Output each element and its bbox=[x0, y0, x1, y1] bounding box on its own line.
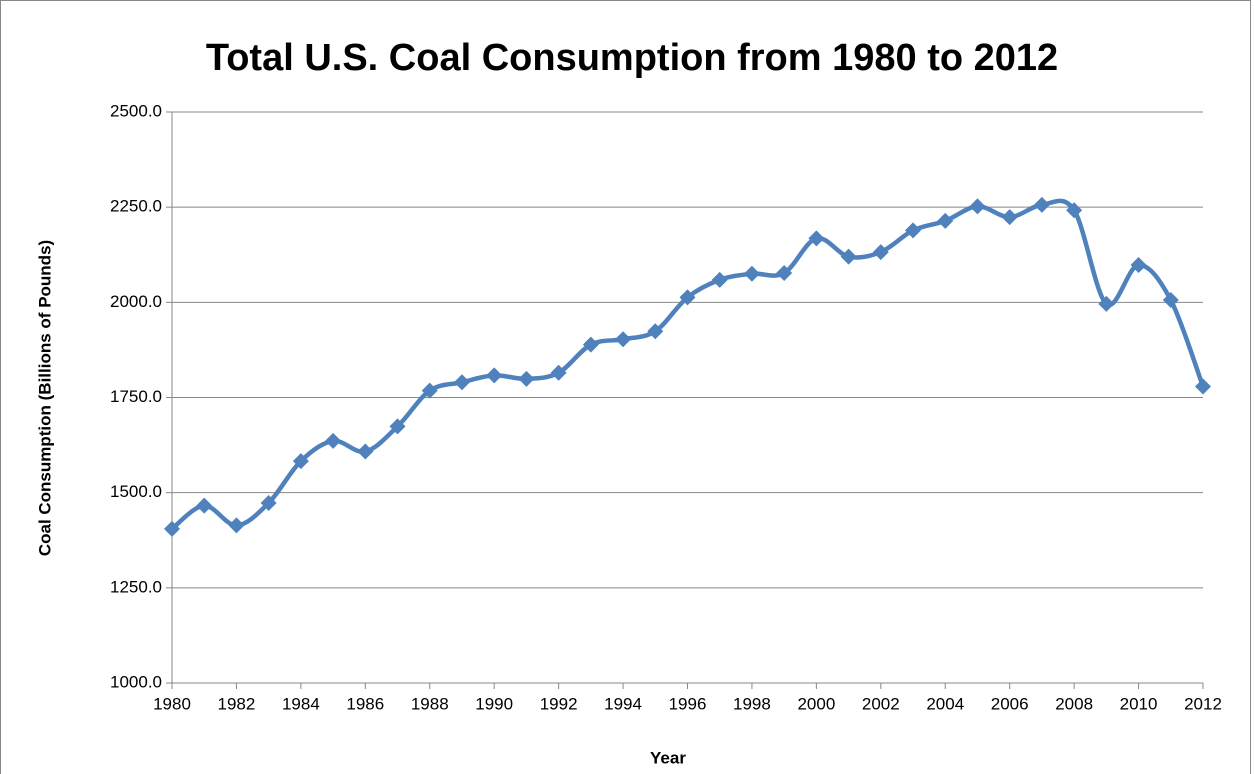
data-point bbox=[486, 367, 503, 384]
y-tick-label: 1250.0 bbox=[110, 577, 162, 596]
data-point bbox=[1195, 378, 1211, 395]
data-point bbox=[905, 222, 922, 239]
y-tick-label: 1500.0 bbox=[110, 482, 162, 501]
data-point bbox=[1033, 196, 1050, 213]
data-point bbox=[776, 265, 793, 282]
data-point bbox=[196, 497, 213, 514]
data-point bbox=[1130, 257, 1147, 274]
x-tick-label: 2006 bbox=[991, 694, 1029, 713]
x-tick-label: 1992 bbox=[540, 694, 578, 713]
x-tick-label: 1986 bbox=[346, 694, 384, 713]
x-tick-label: 1996 bbox=[669, 694, 707, 713]
data-point bbox=[1162, 292, 1179, 309]
data-point bbox=[808, 230, 825, 247]
data-point bbox=[1001, 209, 1018, 226]
x-tick-label: 1980 bbox=[153, 694, 191, 713]
data-point bbox=[1098, 295, 1115, 312]
x-tick-label: 2010 bbox=[1120, 694, 1158, 713]
x-tick-label: 1998 bbox=[733, 694, 771, 713]
data-point bbox=[292, 453, 309, 470]
data-point bbox=[357, 443, 374, 460]
data-point bbox=[711, 271, 728, 288]
y-axis-label: Coal Consumption (Billions of Pounds) bbox=[35, 240, 54, 556]
data-point bbox=[260, 494, 277, 511]
data-point bbox=[743, 265, 760, 282]
x-tick-label: 2008 bbox=[1055, 694, 1093, 713]
x-tick-label: 2002 bbox=[862, 694, 900, 713]
x-axis-label: Year bbox=[650, 748, 686, 767]
data-point bbox=[164, 520, 180, 537]
y-tick-label: 2500.0 bbox=[110, 101, 162, 120]
data-point bbox=[518, 370, 535, 387]
data-point bbox=[421, 382, 438, 399]
data-point bbox=[453, 374, 470, 391]
y-tick-label: 2000.0 bbox=[110, 292, 162, 311]
x-tick-label: 1988 bbox=[411, 694, 449, 713]
y-tick-label: 2250.0 bbox=[110, 197, 162, 216]
data-point bbox=[840, 248, 857, 265]
x-tick-label: 2004 bbox=[926, 694, 964, 713]
data-point bbox=[1066, 202, 1083, 219]
data-point bbox=[647, 323, 664, 340]
data-point bbox=[582, 336, 599, 353]
chart-title: Total U.S. Coal Consumption from 1980 to… bbox=[206, 37, 1058, 79]
y-tick-label: 1750.0 bbox=[110, 387, 162, 406]
x-tick-label: 1990 bbox=[475, 694, 513, 713]
data-point bbox=[228, 517, 245, 534]
data-point bbox=[969, 198, 986, 215]
x-tick-label: 1994 bbox=[604, 694, 642, 713]
data-point bbox=[325, 432, 342, 449]
data-point bbox=[389, 418, 406, 435]
data-point bbox=[550, 364, 567, 381]
data-point bbox=[615, 331, 632, 348]
y-tick-label: 1000.0 bbox=[110, 672, 162, 691]
x-tick-label: 1984 bbox=[282, 694, 320, 713]
data-point bbox=[679, 289, 696, 306]
data-point bbox=[872, 244, 889, 261]
x-tick-label: 1982 bbox=[218, 694, 256, 713]
x-tick-label: 2012 bbox=[1184, 694, 1222, 713]
x-tick-label: 2000 bbox=[797, 694, 835, 713]
data-point bbox=[937, 212, 954, 229]
